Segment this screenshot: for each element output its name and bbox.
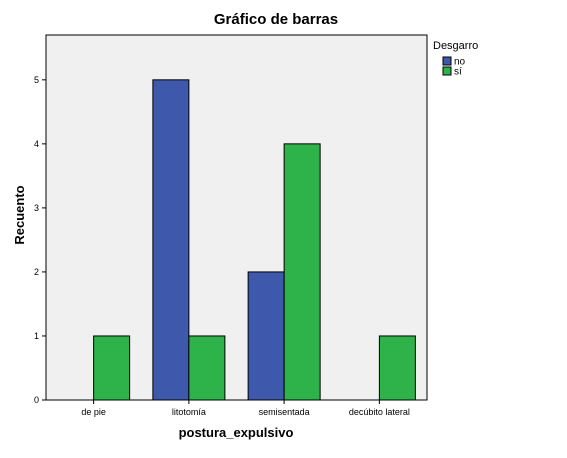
- bar-1-1: [188, 335, 226, 401]
- bar-2-1: [283, 143, 321, 401]
- x-tick-label: decúbito lateral: [349, 407, 410, 417]
- bars-group: [93, 79, 416, 401]
- bar-0-1: [93, 335, 131, 401]
- legend-label: sí: [454, 67, 462, 78]
- y-tick-label: 5: [34, 75, 39, 85]
- bar-2-0: [247, 271, 285, 401]
- legend-title: Desgarro: [433, 40, 478, 52]
- bar-1-0: [152, 79, 190, 401]
- x-tick-label: semisentada: [259, 407, 310, 417]
- y-axis: 0 1 2 3 4 5: [34, 75, 46, 405]
- y-axis-title: Recuento: [12, 185, 27, 244]
- y-tick-label: 0: [34, 395, 39, 405]
- x-tick-label: de pie: [81, 407, 106, 417]
- y-tick-label: 1: [34, 331, 39, 341]
- legend-swatch: [442, 56, 452, 66]
- y-tick-label: 2: [34, 267, 39, 277]
- chart-title: Gráfico de barras: [214, 11, 338, 28]
- bar-3-1: [378, 335, 416, 401]
- legend-swatch: [442, 66, 452, 76]
- legend-label: no: [454, 57, 466, 68]
- x-axis: de pie litotomía semisentada decúbito later…: [81, 400, 410, 417]
- x-axis-title: postura_expulsivo: [179, 425, 294, 440]
- y-tick-label: 3: [34, 203, 39, 213]
- y-tick-label: 4: [34, 139, 39, 149]
- x-tick-label: litotomía: [172, 407, 206, 417]
